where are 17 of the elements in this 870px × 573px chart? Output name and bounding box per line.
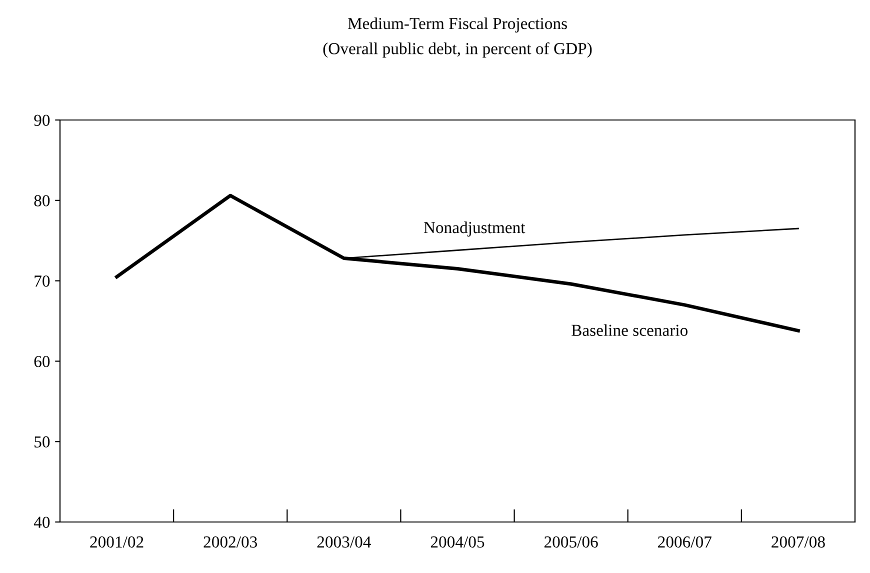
x-tick-label: 2005/06	[544, 536, 598, 548]
x-tick-label: 2003/04	[317, 536, 371, 548]
y-tick-label: 60	[34, 356, 50, 368]
x-tick-label: 2001/02	[90, 536, 144, 548]
x-tick-label: 2002/03	[204, 536, 258, 548]
x-tick-label: 2007/08	[772, 536, 825, 548]
x-tick-label: 2006/07	[658, 536, 712, 548]
series-label: Baseline scenario	[572, 324, 688, 336]
x-tick-label: 2004/05	[430, 536, 484, 548]
y-tick-label: 80	[34, 195, 50, 206]
y-tick-label: 50	[34, 436, 50, 448]
chart-subtitle: (Overall public debt, in percent of GDP)	[323, 42, 592, 58]
series-label: Nonadjustment	[424, 221, 526, 237]
y-tick-label: 40	[34, 516, 50, 528]
y-tick-label: 90	[34, 114, 50, 126]
y-tick-label: 70	[34, 276, 50, 287]
chart-title: Medium-Term Fiscal Projections	[348, 17, 567, 33]
